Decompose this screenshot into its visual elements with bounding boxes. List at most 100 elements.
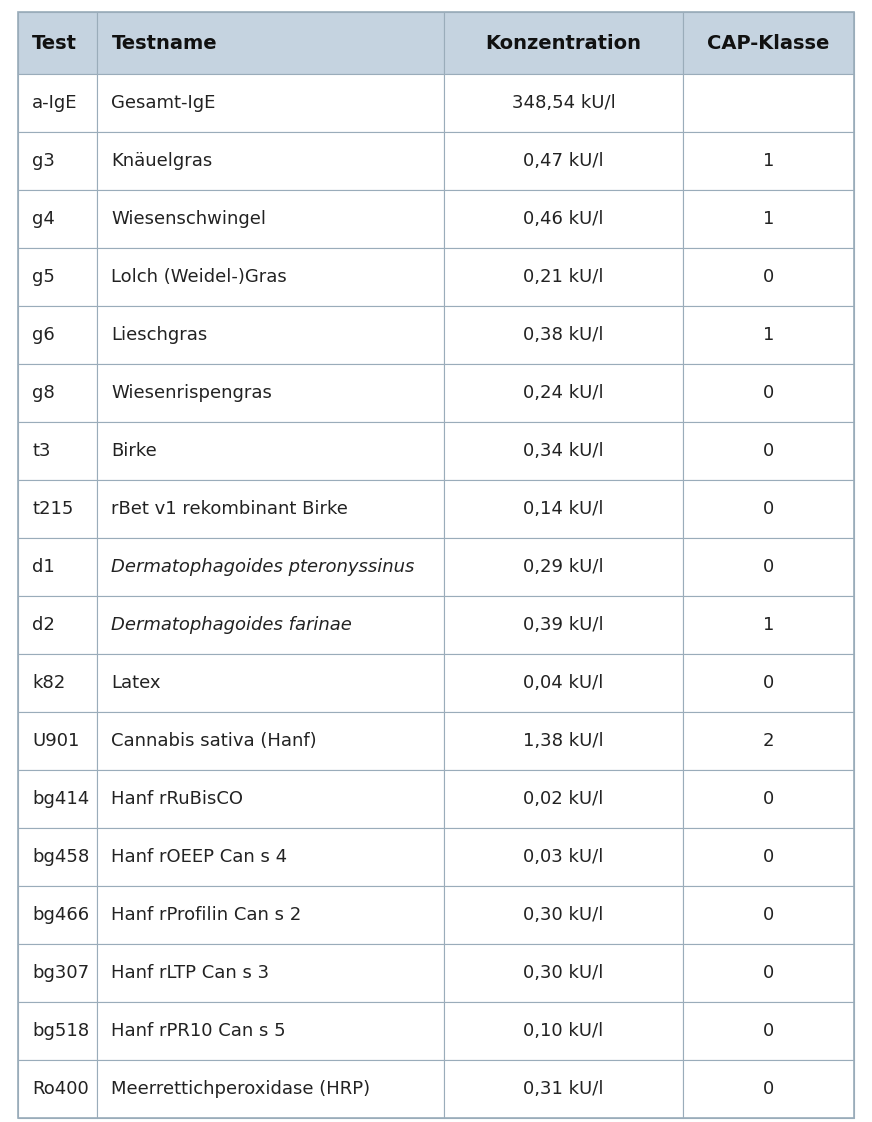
Text: Hanf rProfilin Can s 2: Hanf rProfilin Can s 2 (112, 905, 302, 925)
Bar (445, 480, 683, 539)
Bar (18, 12, 98, 74)
Bar (18, 539, 98, 596)
Bar (18, 1060, 98, 1118)
Text: bg414: bg414 (32, 790, 89, 808)
Text: 0,03 kU/l: 0,03 kU/l (523, 848, 603, 866)
Bar (445, 132, 683, 190)
Text: 0: 0 (763, 384, 774, 402)
Text: 0,24 kU/l: 0,24 kU/l (523, 384, 603, 402)
Bar (445, 1060, 683, 1118)
Text: 0,31 kU/l: 0,31 kU/l (523, 1080, 603, 1098)
Bar (98, 712, 445, 770)
Bar (18, 364, 98, 422)
Bar (683, 654, 854, 712)
Bar (98, 944, 445, 1002)
Text: 0,30 kU/l: 0,30 kU/l (523, 905, 603, 925)
Bar (18, 770, 98, 828)
Bar (445, 12, 683, 74)
Text: Wiesenschwingel: Wiesenschwingel (112, 210, 267, 228)
Bar (445, 712, 683, 770)
Bar (445, 248, 683, 306)
Bar (98, 132, 445, 190)
Bar (98, 654, 445, 712)
Text: g8: g8 (32, 384, 55, 402)
Bar (683, 306, 854, 364)
Bar (683, 364, 854, 422)
Text: Cannabis sativa (Hanf): Cannabis sativa (Hanf) (112, 732, 317, 749)
Bar (683, 944, 854, 1002)
Bar (683, 1060, 854, 1118)
Bar (683, 422, 854, 480)
Bar (445, 306, 683, 364)
Text: 0,10 kU/l: 0,10 kU/l (523, 1022, 603, 1040)
Text: 1: 1 (763, 616, 774, 634)
Bar (445, 539, 683, 596)
Text: Meerrettichperoxidase (HRP): Meerrettichperoxidase (HRP) (112, 1080, 371, 1098)
Text: Hanf rPR10 Can s 5: Hanf rPR10 Can s 5 (112, 1022, 286, 1040)
Bar (98, 770, 445, 828)
Text: 0: 0 (763, 268, 774, 286)
Text: 0: 0 (763, 848, 774, 866)
Text: g6: g6 (32, 327, 55, 344)
Bar (445, 654, 683, 712)
Bar (445, 770, 683, 828)
Bar (18, 74, 98, 132)
Text: bg307: bg307 (32, 964, 89, 982)
Text: 0: 0 (763, 558, 774, 576)
Text: 0,30 kU/l: 0,30 kU/l (523, 964, 603, 982)
Text: Wiesenrispengras: Wiesenrispengras (112, 384, 272, 402)
Bar (445, 596, 683, 654)
Text: t3: t3 (32, 442, 51, 460)
Text: Hanf rRuBisCO: Hanf rRuBisCO (112, 790, 243, 808)
Text: bg466: bg466 (32, 905, 89, 925)
Text: g3: g3 (32, 151, 55, 171)
Bar (683, 1002, 854, 1060)
Text: t215: t215 (32, 500, 73, 518)
Bar (98, 12, 445, 74)
Text: d1: d1 (32, 558, 55, 576)
Bar (98, 886, 445, 944)
Text: Hanf rLTP Can s 3: Hanf rLTP Can s 3 (112, 964, 269, 982)
Bar (445, 944, 683, 1002)
Bar (683, 480, 854, 539)
Bar (98, 480, 445, 539)
Bar (18, 306, 98, 364)
Text: d2: d2 (32, 616, 55, 634)
Text: Konzentration: Konzentration (486, 34, 642, 53)
Text: 0,02 kU/l: 0,02 kU/l (523, 790, 603, 808)
Bar (445, 422, 683, 480)
Bar (683, 248, 854, 306)
Bar (98, 248, 445, 306)
Text: bg458: bg458 (32, 848, 89, 866)
Text: rBet v1 rekombinant Birke: rBet v1 rekombinant Birke (112, 500, 348, 518)
Text: 0: 0 (763, 905, 774, 925)
Text: 0,38 kU/l: 0,38 kU/l (523, 327, 603, 344)
Bar (683, 539, 854, 596)
Text: 0,34 kU/l: 0,34 kU/l (523, 442, 603, 460)
Bar (98, 190, 445, 248)
Text: 2: 2 (762, 732, 774, 749)
Text: Ro400: Ro400 (32, 1080, 89, 1098)
Bar (98, 306, 445, 364)
Bar (683, 712, 854, 770)
Bar (18, 596, 98, 654)
Text: 0: 0 (763, 1080, 774, 1098)
Text: 1: 1 (763, 151, 774, 171)
Text: Dermatophagoides pteronyssinus: Dermatophagoides pteronyssinus (112, 558, 415, 576)
Bar (18, 654, 98, 712)
Bar (18, 944, 98, 1002)
Text: 0: 0 (763, 1022, 774, 1040)
Text: Test: Test (32, 34, 77, 53)
Bar (445, 828, 683, 886)
Text: 348,54 kU/l: 348,54 kU/l (512, 94, 616, 112)
Text: 0: 0 (763, 442, 774, 460)
Bar (98, 422, 445, 480)
Text: 1,38 kU/l: 1,38 kU/l (523, 732, 603, 749)
Bar (683, 596, 854, 654)
Bar (18, 190, 98, 248)
Bar (98, 539, 445, 596)
Bar (445, 886, 683, 944)
Text: Knäuelgras: Knäuelgras (112, 151, 213, 171)
Text: Birke: Birke (112, 442, 157, 460)
Text: 0,29 kU/l: 0,29 kU/l (523, 558, 603, 576)
